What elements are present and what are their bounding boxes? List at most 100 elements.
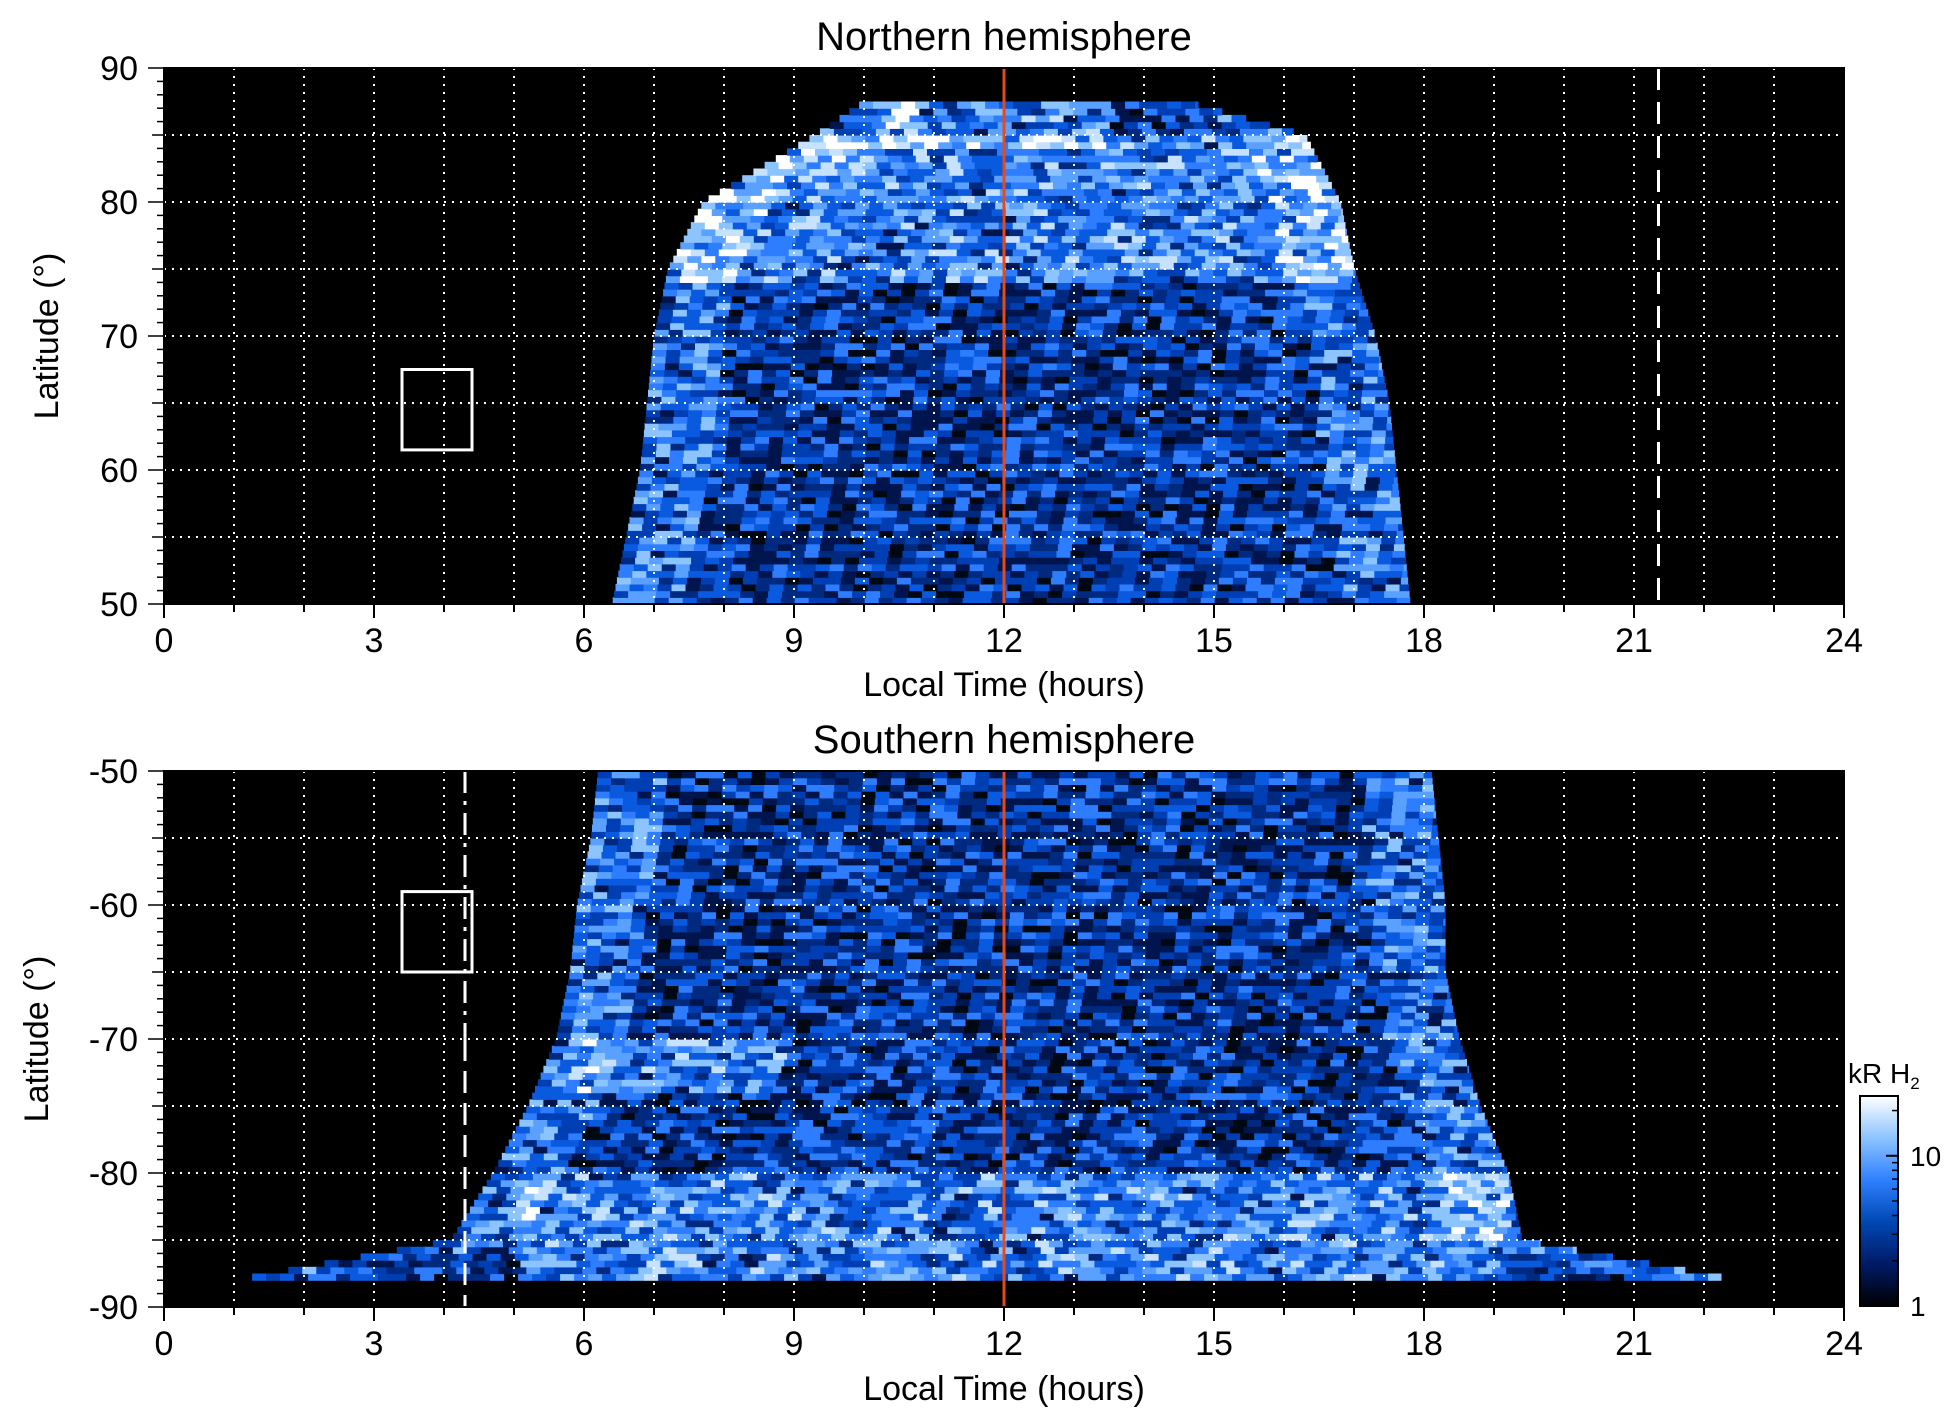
emission-cell (1012, 389, 1027, 397)
emission-cell (1201, 208, 1217, 216)
emission-cell (572, 1199, 587, 1208)
emission-cell (1239, 275, 1255, 283)
emission-cell (826, 510, 842, 518)
emission-cell (670, 590, 685, 598)
emission-cell (887, 188, 903, 196)
emission-cell (866, 590, 881, 598)
emission-cell (1064, 309, 1080, 317)
emission-cell (880, 1240, 896, 1248)
emission-cell (826, 175, 841, 183)
emission-cell (926, 1260, 941, 1268)
emission-cell (870, 1193, 885, 1201)
emission-cell (707, 476, 723, 484)
emission-cell (711, 456, 726, 464)
emission-cell (1280, 483, 1296, 491)
emission-cell (1014, 369, 1029, 377)
emission-cell (653, 1226, 668, 1234)
emission-cell (1050, 1273, 1065, 1281)
emission-cell (1203, 1219, 1219, 1228)
emission-cell (878, 1253, 894, 1261)
emission-cell (945, 275, 961, 283)
emission-cell (998, 222, 1014, 230)
emission-cell (824, 523, 839, 531)
emission-cell (436, 1260, 451, 1268)
emission-cell (839, 429, 855, 438)
emission-cell (1060, 1253, 1076, 1261)
emission-cell (803, 155, 819, 163)
emission-cell (1296, 195, 1312, 203)
emission-cell (1482, 1199, 1497, 1208)
emission-cell (1067, 563, 1083, 572)
emission-cell (955, 295, 971, 304)
emission-cell (1366, 342, 1378, 350)
emission-cell (483, 1206, 499, 1214)
emission-cell (941, 295, 957, 304)
emission-cell (1356, 1199, 1371, 1208)
emission-cell (649, 1233, 664, 1241)
emission-cell (862, 161, 878, 170)
emission-cell (1236, 382, 1252, 391)
emission-cell (952, 309, 968, 317)
emission-cell (866, 443, 881, 451)
emission-cell (1302, 1273, 1317, 1281)
emission-cell (1247, 255, 1262, 263)
emission-cell (1087, 108, 1102, 116)
emission-cell (1108, 570, 1123, 578)
emission-cell (1258, 1199, 1273, 1208)
emission-cell (1133, 436, 1148, 444)
emission-cell (955, 1213, 971, 1221)
emission-cell (1003, 336, 1019, 344)
emission-cell (1020, 1240, 1036, 1248)
emission-cell (699, 516, 715, 525)
emission-cell (922, 1199, 937, 1208)
emission-cell (1351, 356, 1367, 364)
emission-cell (616, 577, 632, 585)
emission-cell (819, 356, 835, 364)
emission-cell (871, 563, 887, 572)
emission-cell (428, 1266, 443, 1275)
emission-cell (1358, 510, 1374, 518)
emission-cell (933, 1226, 948, 1234)
emission-cell (1129, 108, 1144, 116)
emission-cell (1081, 496, 1097, 505)
emission-cell (1125, 188, 1141, 196)
emission-cell (521, 1213, 537, 1221)
emission-cell (993, 516, 1009, 525)
emission-cell (1159, 235, 1175, 243)
emission-cell (952, 423, 968, 431)
emission-cell (781, 262, 797, 270)
emission-cell (1175, 583, 1191, 592)
emission-cell (1055, 101, 1070, 109)
emission-cell (1180, 248, 1196, 257)
emission-cell (1061, 168, 1076, 176)
emission-cell (1320, 389, 1335, 397)
emission-cell (860, 362, 876, 371)
emission-cell (1047, 208, 1063, 216)
emission-cell (820, 242, 835, 250)
emission-cell (1225, 128, 1241, 136)
emission-cell (1208, 248, 1224, 257)
emission-cell (1226, 215, 1241, 223)
emission-cell (716, 570, 731, 578)
emission-cell (927, 396, 942, 404)
emission-cell (1117, 208, 1133, 216)
emission-cell (1395, 470, 1397, 478)
emission-cell (897, 228, 912, 237)
emission-cell (1329, 583, 1345, 592)
emission-cell (1331, 416, 1346, 424)
emission-cell (1301, 315, 1317, 324)
emission-cell (882, 423, 898, 431)
emission-cell (1517, 1233, 1522, 1241)
emission-cell (414, 1266, 429, 1275)
emission-cell (1277, 396, 1292, 404)
emission-cell (1356, 443, 1371, 451)
emission-cell (1398, 1240, 1414, 1248)
emission-cell (1297, 470, 1312, 478)
emission-cell (1106, 141, 1121, 149)
emission-cell (927, 181, 942, 190)
emission-cell (967, 255, 982, 263)
emission-cell (974, 215, 989, 223)
emission-cell (707, 356, 723, 364)
emission-cell (693, 356, 709, 364)
emission-cell (1311, 470, 1326, 478)
